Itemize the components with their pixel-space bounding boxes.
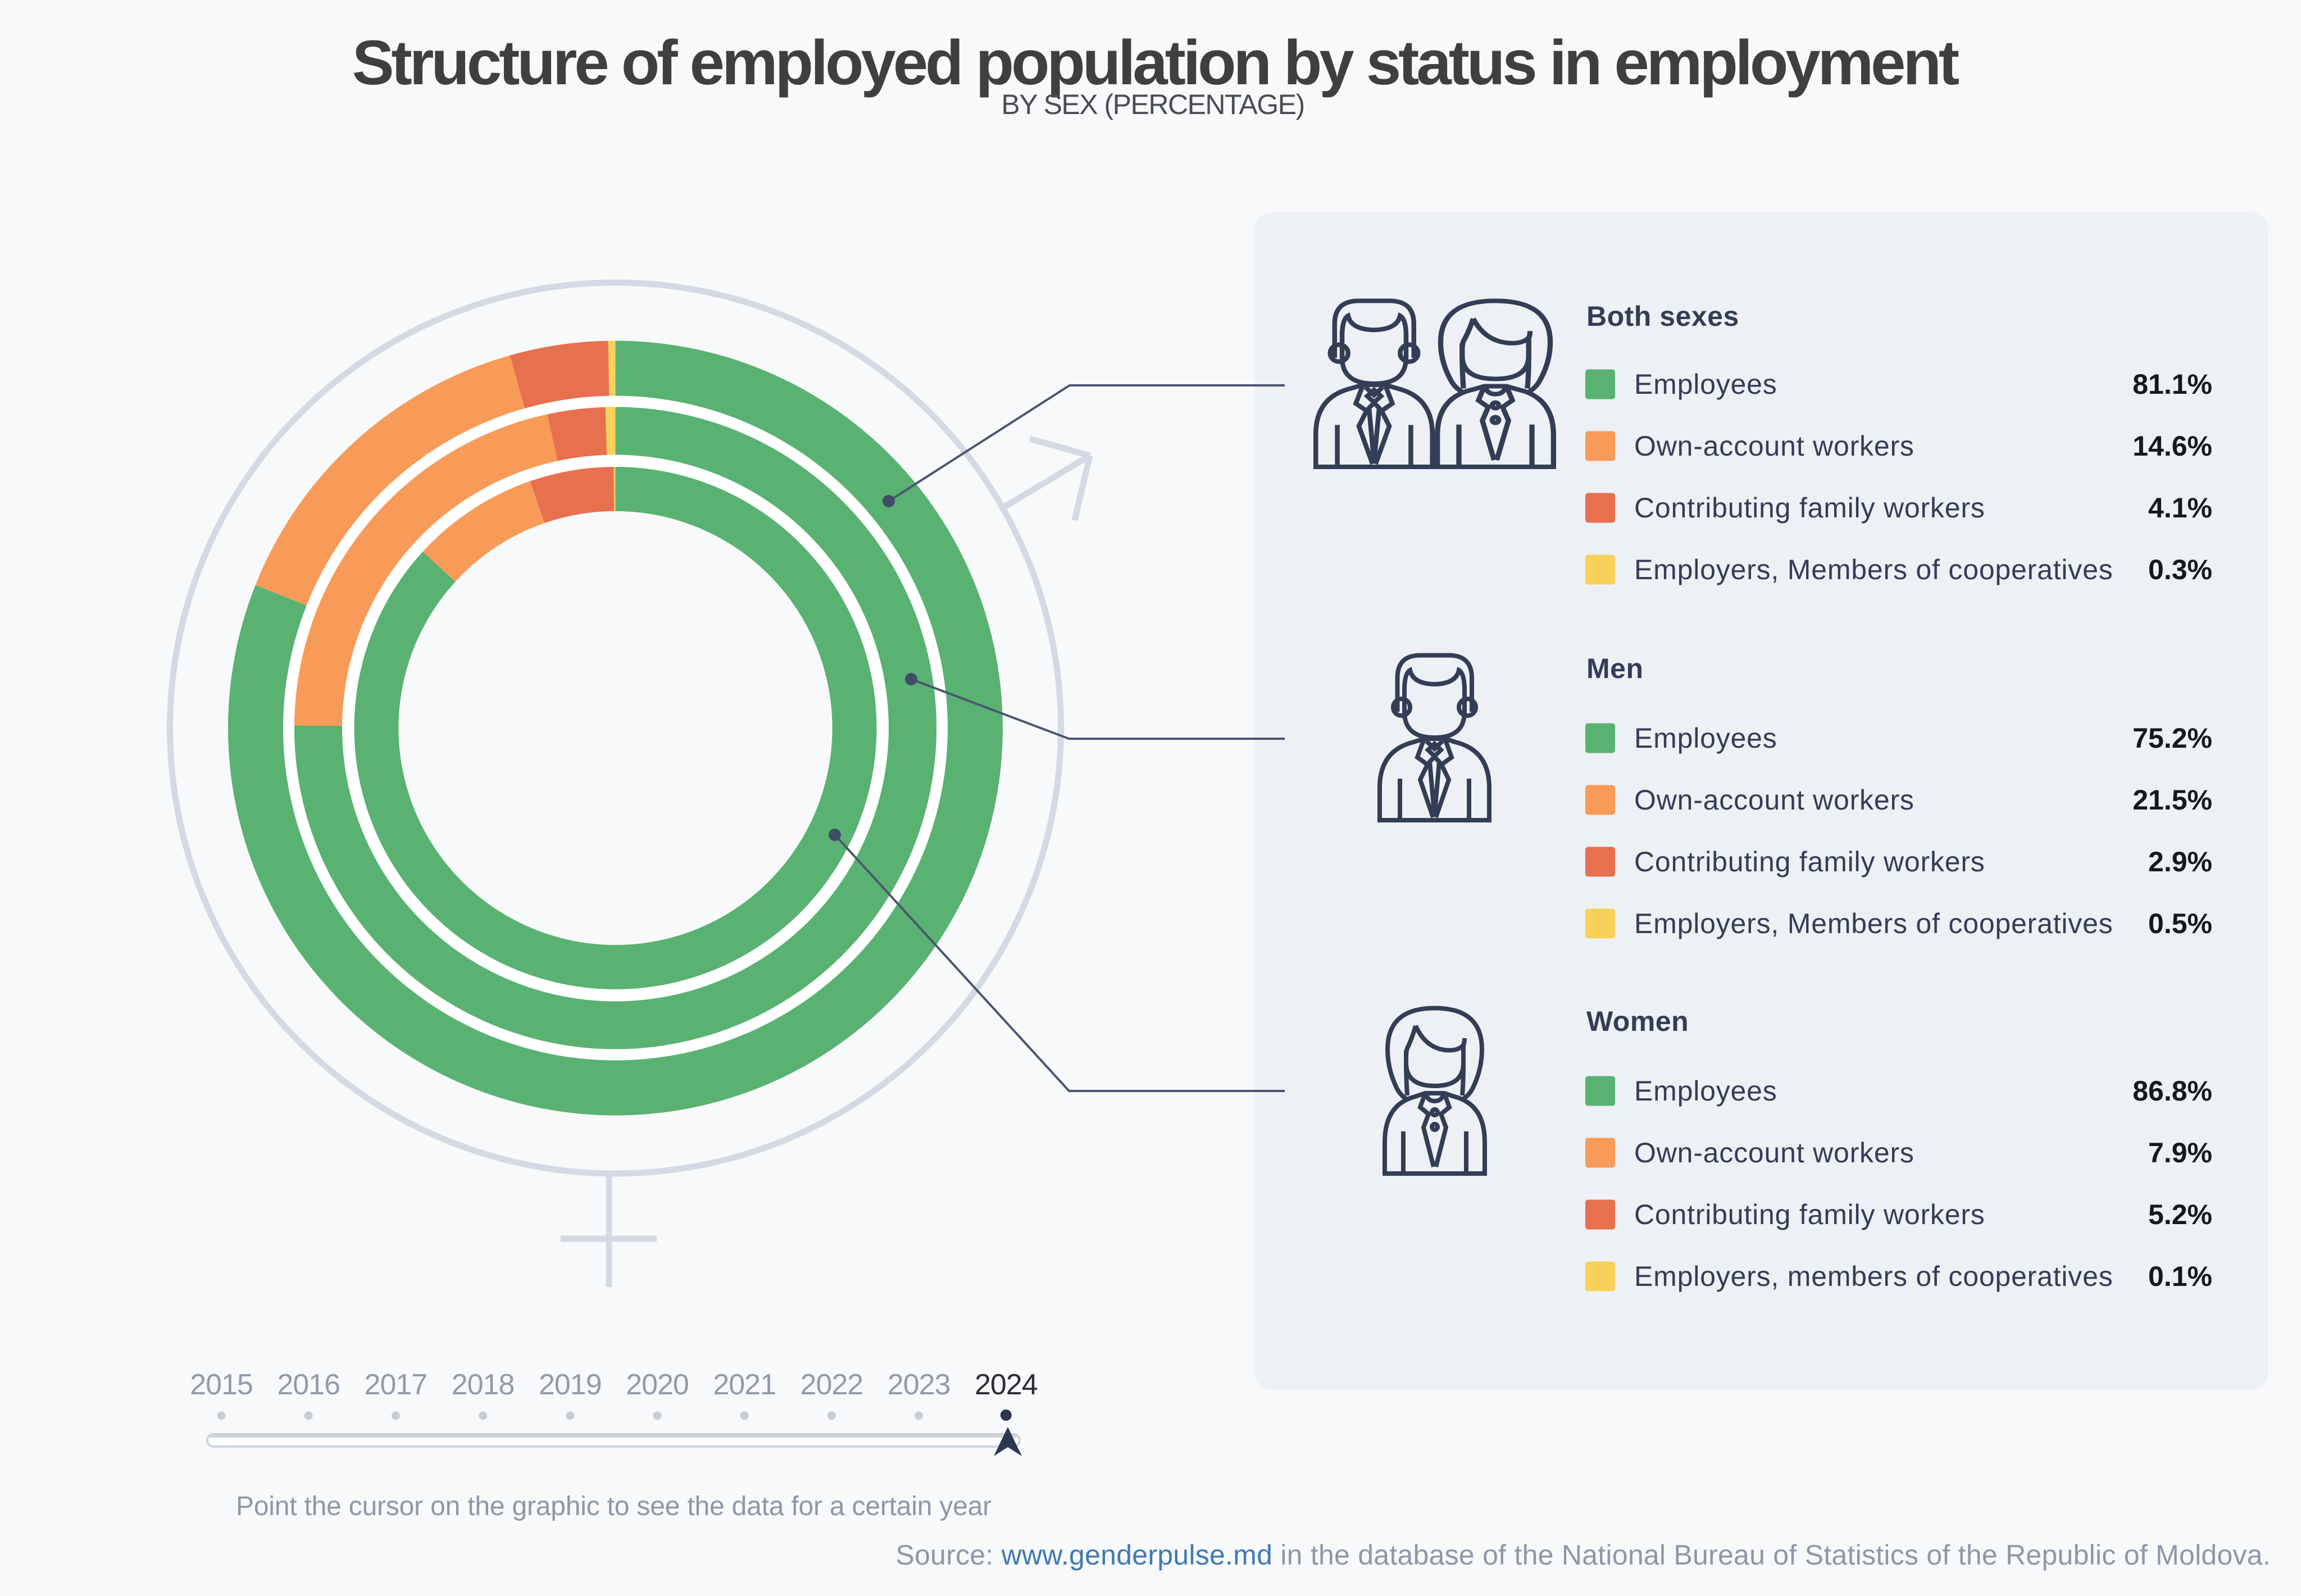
svg-text:Employers, Members of cooperat: Employers, Members of cooperatives — [1634, 908, 2113, 939]
svg-text:2023: 2023 — [888, 1368, 951, 1401]
svg-text:Women: Women — [1586, 1006, 1689, 1037]
svg-text:Contributing family workers: Contributing family workers — [1634, 1199, 1985, 1230]
svg-text:Own-account workers: Own-account workers — [1634, 1137, 1915, 1168]
svg-text:BY SEX (PERCENTAGE): BY SEX (PERCENTAGE) — [1001, 89, 1304, 120]
svg-text:Own-account workers: Own-account workers — [1634, 430, 1915, 462]
svg-text:Own-account workers: Own-account workers — [1634, 784, 1915, 816]
svg-text:5.2%: 5.2% — [2148, 1199, 2212, 1230]
svg-text:Employees: Employees — [1634, 1075, 1777, 1107]
svg-text:Employees: Employees — [1634, 369, 1777, 400]
svg-text:2021: 2021 — [713, 1368, 776, 1401]
svg-text:Employers, members of cooperat: Employers, members of cooperatives — [1634, 1261, 2113, 1292]
svg-text:21.5%: 21.5% — [2132, 784, 2212, 816]
svg-text:2015: 2015 — [190, 1368, 253, 1401]
svg-text:2018: 2018 — [452, 1368, 515, 1401]
svg-text:0.5%: 0.5% — [2148, 908, 2212, 939]
svg-text:2019: 2019 — [539, 1368, 602, 1401]
svg-text:2017: 2017 — [365, 1368, 428, 1401]
svg-text:2024: 2024 — [975, 1368, 1038, 1401]
svg-text:Men: Men — [1586, 653, 1644, 684]
svg-text:Contributing family workers: Contributing family workers — [1634, 846, 1985, 877]
svg-text:7.9%: 7.9% — [2148, 1137, 2212, 1168]
svg-text:0.1%: 0.1% — [2148, 1261, 2212, 1292]
svg-text:Employers, Members of cooperat: Employers, Members of cooperatives — [1634, 554, 2113, 585]
svg-text:14.6%: 14.6% — [2132, 430, 2212, 462]
svg-text:Point the cursor on the graphi: Point the cursor on the graphic to see t… — [236, 1492, 992, 1521]
svg-text:Structure of employed populati: Structure of employed population by stat… — [352, 28, 1959, 98]
svg-text:Source: www.genderpulse.md in: Source: www.genderpulse.md in the databa… — [895, 1539, 2271, 1571]
svg-text:75.2%: 75.2% — [2132, 722, 2212, 754]
svg-text:2016: 2016 — [277, 1368, 340, 1401]
svg-text:Both sexes: Both sexes — [1586, 301, 1739, 332]
svg-text:0.3%: 0.3% — [2148, 554, 2212, 585]
svg-text:Employees: Employees — [1634, 722, 1777, 754]
svg-text:2020: 2020 — [626, 1368, 689, 1401]
svg-text:4.1%: 4.1% — [2148, 492, 2212, 524]
svg-text:81.1%: 81.1% — [2132, 369, 2212, 400]
svg-text:2022: 2022 — [801, 1368, 863, 1401]
svg-text:2.9%: 2.9% — [2148, 846, 2212, 877]
svg-text:86.8%: 86.8% — [2132, 1075, 2212, 1107]
svg-text:Contributing family workers: Contributing family workers — [1634, 492, 1985, 524]
